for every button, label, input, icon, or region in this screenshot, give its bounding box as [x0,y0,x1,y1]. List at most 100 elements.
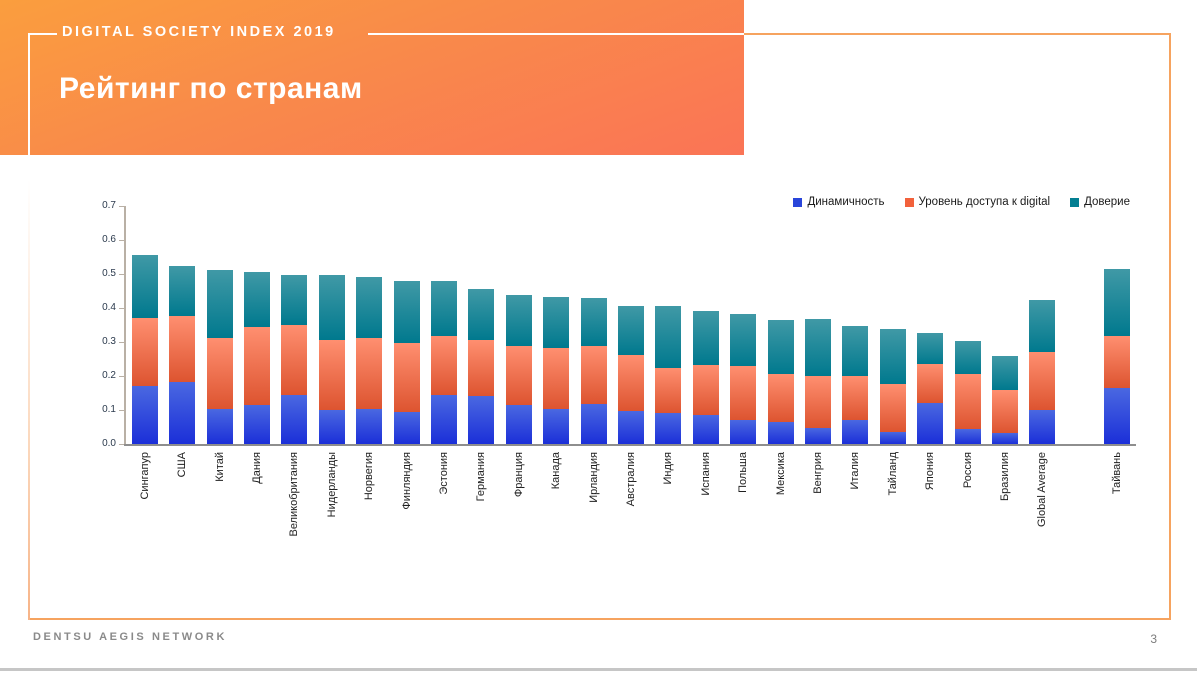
bar-slot-gap [1061,206,1098,444]
bar-segment-dynamism [879,432,906,444]
bar-segment-dynamism [206,409,233,444]
bar-slot-5 [313,206,350,444]
bar-slot-22 [949,206,986,444]
bar-stack [169,266,196,444]
bar-slot-6 [350,206,387,444]
bar-segment-trust [805,319,832,376]
x-label: Великобритания [288,452,301,537]
x-label-slot: Норвегия [350,452,387,577]
x-label-slot: Бразилия [986,452,1023,577]
x-label: Индия [662,452,675,485]
bar-segment-trust [505,295,532,346]
bar-segment-access [655,368,682,413]
bar-stack [318,275,345,444]
legend-label-access: Уровень доступа к digital [918,196,1051,208]
bar-segment-access [730,366,757,420]
bar-segment-dynamism [1029,410,1056,444]
page-number: 3 [1150,632,1157,646]
bar-segment-dynamism [580,404,607,444]
x-label-slot: Мексика [762,452,799,577]
bar-slot-3 [238,206,275,444]
x-label-slot: Франция [500,452,537,577]
bar-segment-dynamism [468,396,495,444]
bar-stack [992,356,1019,444]
x-label: Нидерланды [325,452,338,518]
y-tick-label: 0.5 [102,268,116,279]
bar-segment-dynamism [281,395,308,444]
bar-segment-access [580,346,607,404]
bar-segment-dynamism [1104,388,1131,444]
x-label: Global Average [1036,452,1049,528]
bar-segment-access [243,327,270,405]
bottom-strip [0,668,1197,671]
bar-segment-dynamism [131,386,158,444]
bar-slot-24 [1024,206,1061,444]
x-label: США [176,452,189,478]
bar-stack [281,275,308,444]
bars-area [126,206,1136,444]
bar-segment-trust [131,255,158,318]
bar-segment-trust [169,266,196,316]
x-label: Дания [250,452,263,484]
bar-segment-trust [356,277,383,338]
bar-stack [131,255,158,444]
legend-label-dynamism: Динамичность [807,196,885,208]
bar-segment-trust [842,326,869,376]
x-label-slot: Испания [687,452,724,577]
bar-slot-14 [650,206,687,444]
bar-slot-15 [687,206,724,444]
x-label: Испания [699,452,712,496]
y-tick-label: 0.7 [102,200,116,211]
bar-segment-access [318,340,345,410]
y-tick-mark [119,342,124,343]
bar-segment-access [505,346,532,405]
bar-stack [730,314,757,444]
y-tick-mark [119,376,124,377]
bar-slot-4 [276,206,313,444]
bar-segment-dynamism [543,409,570,444]
x-label: Мексика [774,452,787,496]
bar-segment-access [356,338,383,409]
x-label: Япония [924,452,937,491]
bar-stack [842,326,869,444]
x-label-slot: Финляндия [388,452,425,577]
x-axis-line [124,444,1136,446]
bar-stack [879,329,906,444]
bar-stack [805,319,832,444]
y-tick-mark [119,240,124,241]
bar-slot-1 [163,206,200,444]
bar-slot-2 [201,206,238,444]
bar-segment-access [617,355,644,411]
bar-segment-trust [243,272,270,327]
bar-segment-dynamism [730,420,757,444]
bar-segment-access [131,318,158,386]
bar-stack [543,297,570,444]
bar-stack [954,341,981,444]
stacked-bar-chart: Динамичность Уровень доступа к digital Дов… [0,180,1197,600]
bar-segment-access [842,376,869,420]
bar-slot-12 [575,206,612,444]
x-label: Норвегия [363,452,376,501]
y-tick-mark [119,274,124,275]
bar-stack [580,298,607,444]
bar-segment-dynamism [805,428,832,444]
x-label: Финляндия [400,452,413,510]
bar-segment-dynamism [917,403,944,444]
bar-segment-trust [318,275,345,340]
bar-segment-access [805,376,832,428]
bar-slot-0 [126,206,163,444]
y-tick-label: 0.2 [102,370,116,381]
bar-segment-trust [468,289,495,340]
x-label: Россия [961,452,974,489]
x-label-slot: Ирландия [575,452,612,577]
bar-stack [206,270,233,444]
bar-slot-13 [612,206,649,444]
bar-segment-dynamism [617,411,644,444]
bar-slot-26 [1099,206,1136,444]
bar-slot-17 [762,206,799,444]
bar-segment-trust [1104,269,1131,336]
bar-segment-dynamism [692,415,719,444]
frame-top-mid-line [368,33,744,35]
header-banner [0,0,744,155]
x-label: Тайланд [886,452,899,496]
